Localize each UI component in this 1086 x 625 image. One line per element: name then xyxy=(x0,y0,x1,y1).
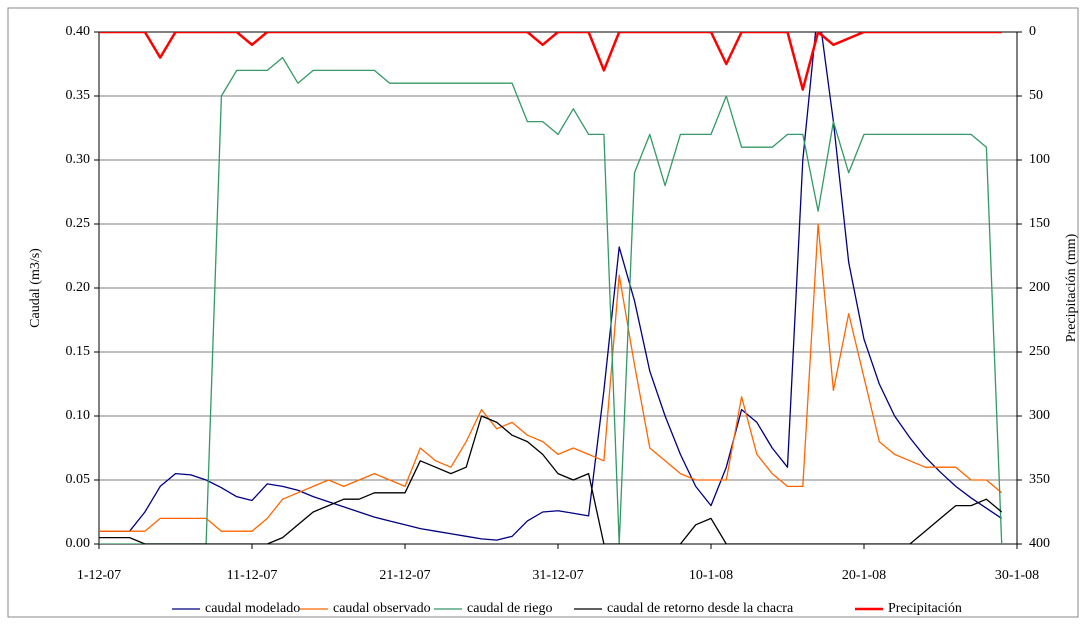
legend-label: caudal observado xyxy=(333,601,431,616)
x-tick-label: 11-12-07 xyxy=(227,568,278,583)
legend-label: caudal de retorno desde la chacra xyxy=(607,601,794,616)
series-line xyxy=(99,223,1003,532)
y2-tick-label: 150 xyxy=(1029,216,1050,231)
series-line xyxy=(99,32,1002,91)
y-axis-label: Caudal (m3/s) xyxy=(28,248,43,328)
y-tick-label: 0.40 xyxy=(66,24,91,39)
y2-tick-label: 200 xyxy=(1029,280,1050,295)
y-tick-label: 0.20 xyxy=(66,280,91,295)
series-line xyxy=(99,415,1003,544)
x-tick-label: 30-1-08 xyxy=(995,568,1039,583)
y2-axis-label: Precipitación (mm) xyxy=(1064,233,1079,342)
legend-label: caudal de riego xyxy=(467,601,553,616)
plot-area xyxy=(99,32,1003,544)
y-tick-label: 0.10 xyxy=(66,408,91,423)
y2-tick-label: 50 xyxy=(1029,88,1043,103)
y-tick-label: 0.25 xyxy=(66,216,91,231)
chart-frame xyxy=(7,7,1079,618)
y2-tick-label: 0 xyxy=(1029,24,1036,39)
y2-tick-label: 250 xyxy=(1029,344,1050,359)
x-tick-label: 10-1-08 xyxy=(689,568,733,583)
y-tick-label: 0.35 xyxy=(66,88,91,103)
x-tick-label: 1-12-07 xyxy=(77,568,121,583)
x-tick-label: 31-12-07 xyxy=(532,568,583,583)
y2-tick-label: 300 xyxy=(1029,408,1050,423)
y2-tick-label: 100 xyxy=(1029,152,1050,167)
y-tick-label: 0.05 xyxy=(66,472,91,487)
x-tick-label: 21-12-07 xyxy=(379,568,430,583)
y-tick-label: 0.15 xyxy=(66,344,91,359)
legend-label: Precipitación xyxy=(888,601,962,616)
y-tick-label: 0.30 xyxy=(66,152,91,167)
y-tick-label: 0.00 xyxy=(66,536,91,551)
series-line xyxy=(99,56,1003,544)
x-tick-label: 20-1-08 xyxy=(842,568,886,583)
legend-label: caudal modelado xyxy=(205,601,300,616)
y2-tick-label: 350 xyxy=(1029,472,1050,487)
y2-tick-label: 400 xyxy=(1029,536,1050,551)
series-line xyxy=(99,32,1003,541)
